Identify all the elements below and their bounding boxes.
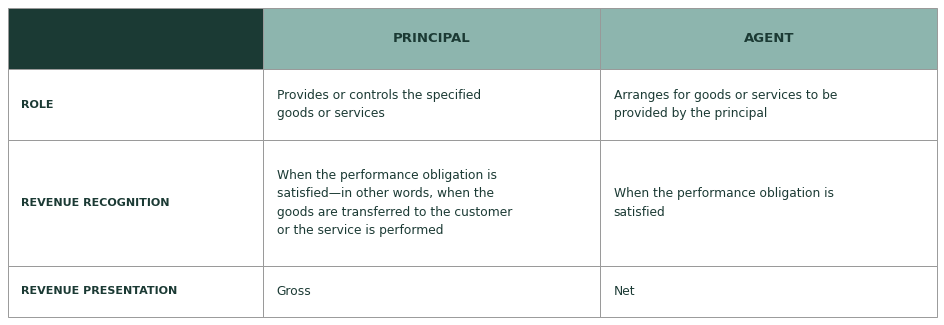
Bar: [8, 69, 263, 140]
Text: When the performance obligation is
satisfied—in other words, when the
goods are : When the performance obligation is satis…: [277, 169, 512, 237]
Text: PRINCIPAL: PRINCIPAL: [393, 32, 470, 45]
Text: REVENUE PRESENTATION: REVENUE PRESENTATION: [21, 286, 177, 296]
Bar: [599, 140, 936, 266]
Bar: [8, 8, 263, 69]
Bar: [263, 8, 599, 69]
Text: AGENT: AGENT: [743, 32, 793, 45]
Text: ROLE: ROLE: [21, 100, 53, 110]
Text: Arranges for goods or services to be
provided by the principal: Arranges for goods or services to be pro…: [613, 89, 836, 121]
Bar: [8, 140, 263, 266]
Bar: [263, 266, 599, 317]
Bar: [599, 69, 936, 140]
Text: Gross: Gross: [277, 285, 311, 298]
Text: Net: Net: [613, 285, 634, 298]
Bar: [8, 266, 263, 317]
Text: REVENUE RECOGNITION: REVENUE RECOGNITION: [21, 198, 169, 208]
Bar: [263, 140, 599, 266]
Text: When the performance obligation is
satisfied: When the performance obligation is satis…: [613, 187, 833, 219]
Bar: [599, 8, 936, 69]
Text: Provides or controls the specified
goods or services: Provides or controls the specified goods…: [277, 89, 480, 121]
Bar: [599, 266, 936, 317]
Bar: [263, 69, 599, 140]
